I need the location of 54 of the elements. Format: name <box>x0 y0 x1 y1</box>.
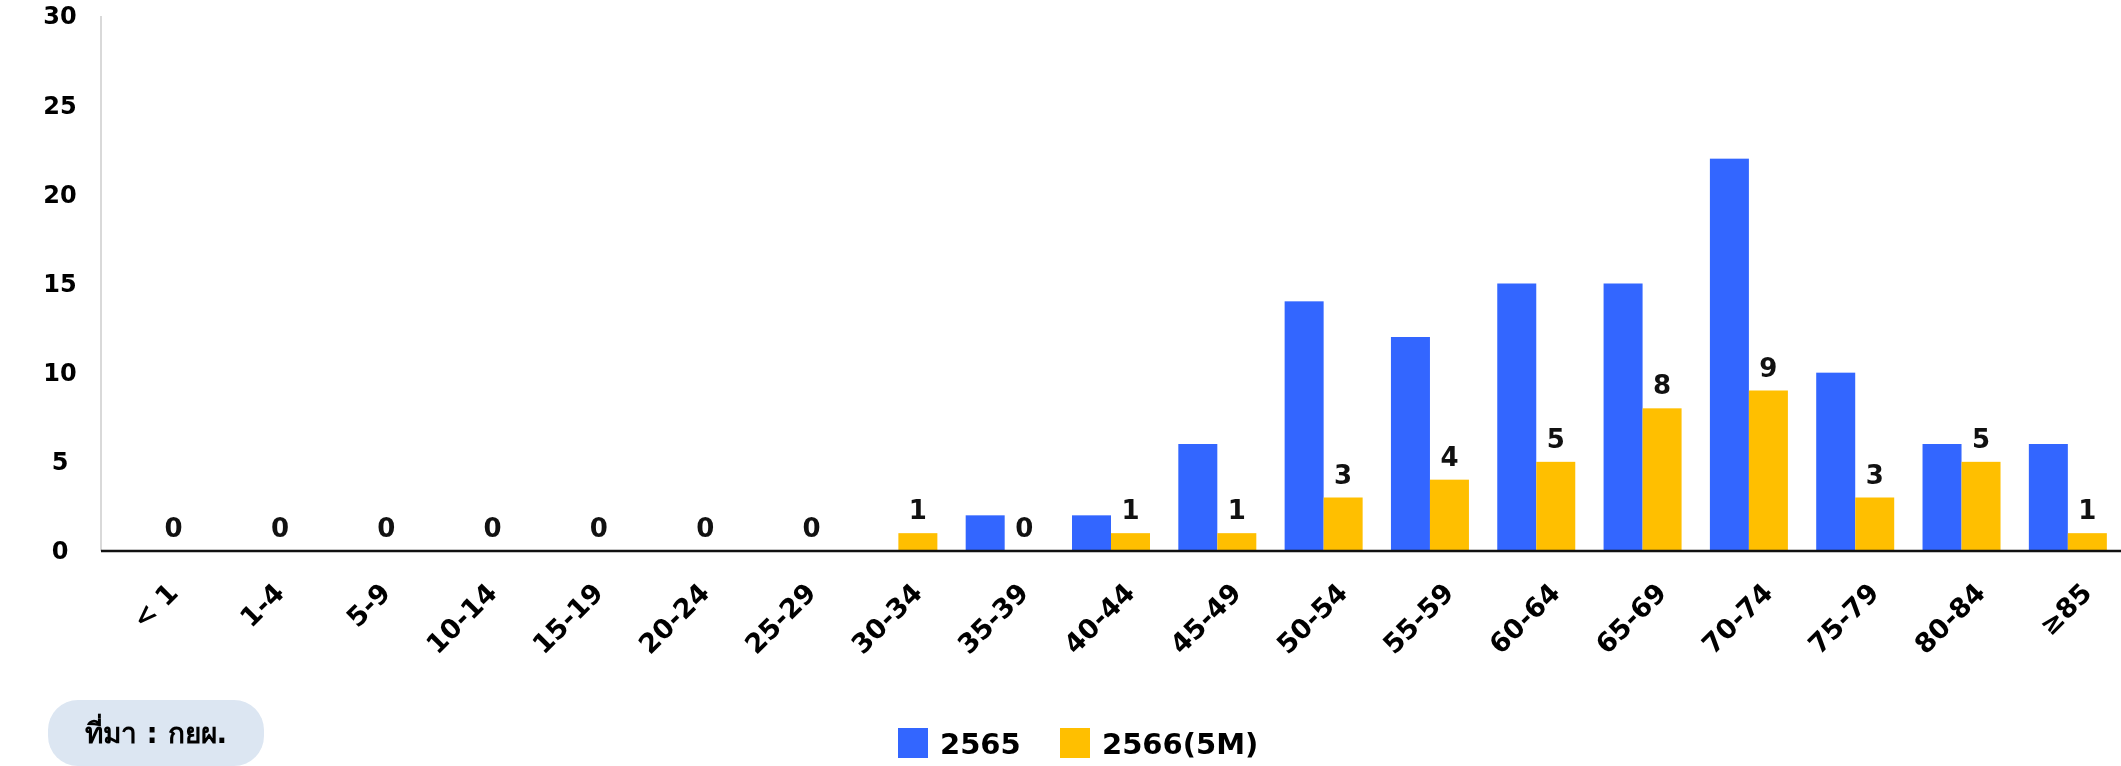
bar <box>1709 158 1749 551</box>
y-tick-label: 5 <box>51 448 69 477</box>
x-tick-label: < 1 <box>125 576 184 635</box>
data-label: 0 <box>164 513 183 543</box>
bar <box>1390 337 1430 551</box>
data-label: 4 <box>1440 441 1459 472</box>
bar <box>1961 461 2001 551</box>
data-label: 0 <box>696 513 715 543</box>
bar <box>1429 479 1469 551</box>
data-label: 1 <box>2078 495 2097 526</box>
x-tick-label: 1-4 <box>233 576 291 634</box>
data-label: 0 <box>802 513 821 543</box>
data-label: 5 <box>1546 423 1565 454</box>
bar <box>1748 390 1788 551</box>
legend-label: 2566(5M) <box>1102 727 1259 762</box>
bar <box>1922 444 1962 551</box>
bar <box>1323 497 1363 551</box>
bar <box>1603 283 1643 551</box>
data-label: 0 <box>1015 513 1034 543</box>
y-tick-label: 30 <box>43 2 77 31</box>
legend-label: 2565 <box>940 727 1021 762</box>
y-tick-label: 10 <box>43 359 77 388</box>
data-label: 8 <box>1653 370 1672 401</box>
data-label: 9 <box>1759 352 1778 383</box>
data-label: 1 <box>1227 495 1246 526</box>
x-tick-label: 5-9 <box>339 576 397 634</box>
bar <box>1111 533 1150 551</box>
bar <box>1072 515 1111 551</box>
y-tick-label: 20 <box>43 180 77 209</box>
data-label: 1 <box>1121 495 1140 526</box>
text: ที่มา : กยผ. <box>84 712 228 750</box>
bar <box>1217 533 1257 551</box>
data-label: 0 <box>483 513 502 543</box>
data-label: 0 <box>377 513 396 543</box>
bar <box>2067 533 2107 551</box>
data-label: 5 <box>1971 423 1991 454</box>
data-label: 3 <box>1865 459 1884 490</box>
bar <box>1178 444 1218 551</box>
data-label: 1 <box>908 495 927 526</box>
bar <box>1642 408 1682 551</box>
bar <box>898 533 938 551</box>
bar <box>1855 497 1895 551</box>
bar <box>965 515 1005 551</box>
bar <box>1536 461 1576 551</box>
bar <box>2028 444 2068 551</box>
data-label: 3 <box>1334 459 1353 490</box>
y-tick-label: 25 <box>43 91 77 120</box>
data-label: 0 <box>589 513 608 543</box>
bar <box>1497 283 1537 551</box>
bar <box>1816 372 1856 551</box>
data-label: 0 <box>270 513 290 543</box>
y-tick-label: 15 <box>43 269 77 298</box>
bar <box>1284 301 1324 551</box>
y-tick-label: 0 <box>51 537 69 566</box>
